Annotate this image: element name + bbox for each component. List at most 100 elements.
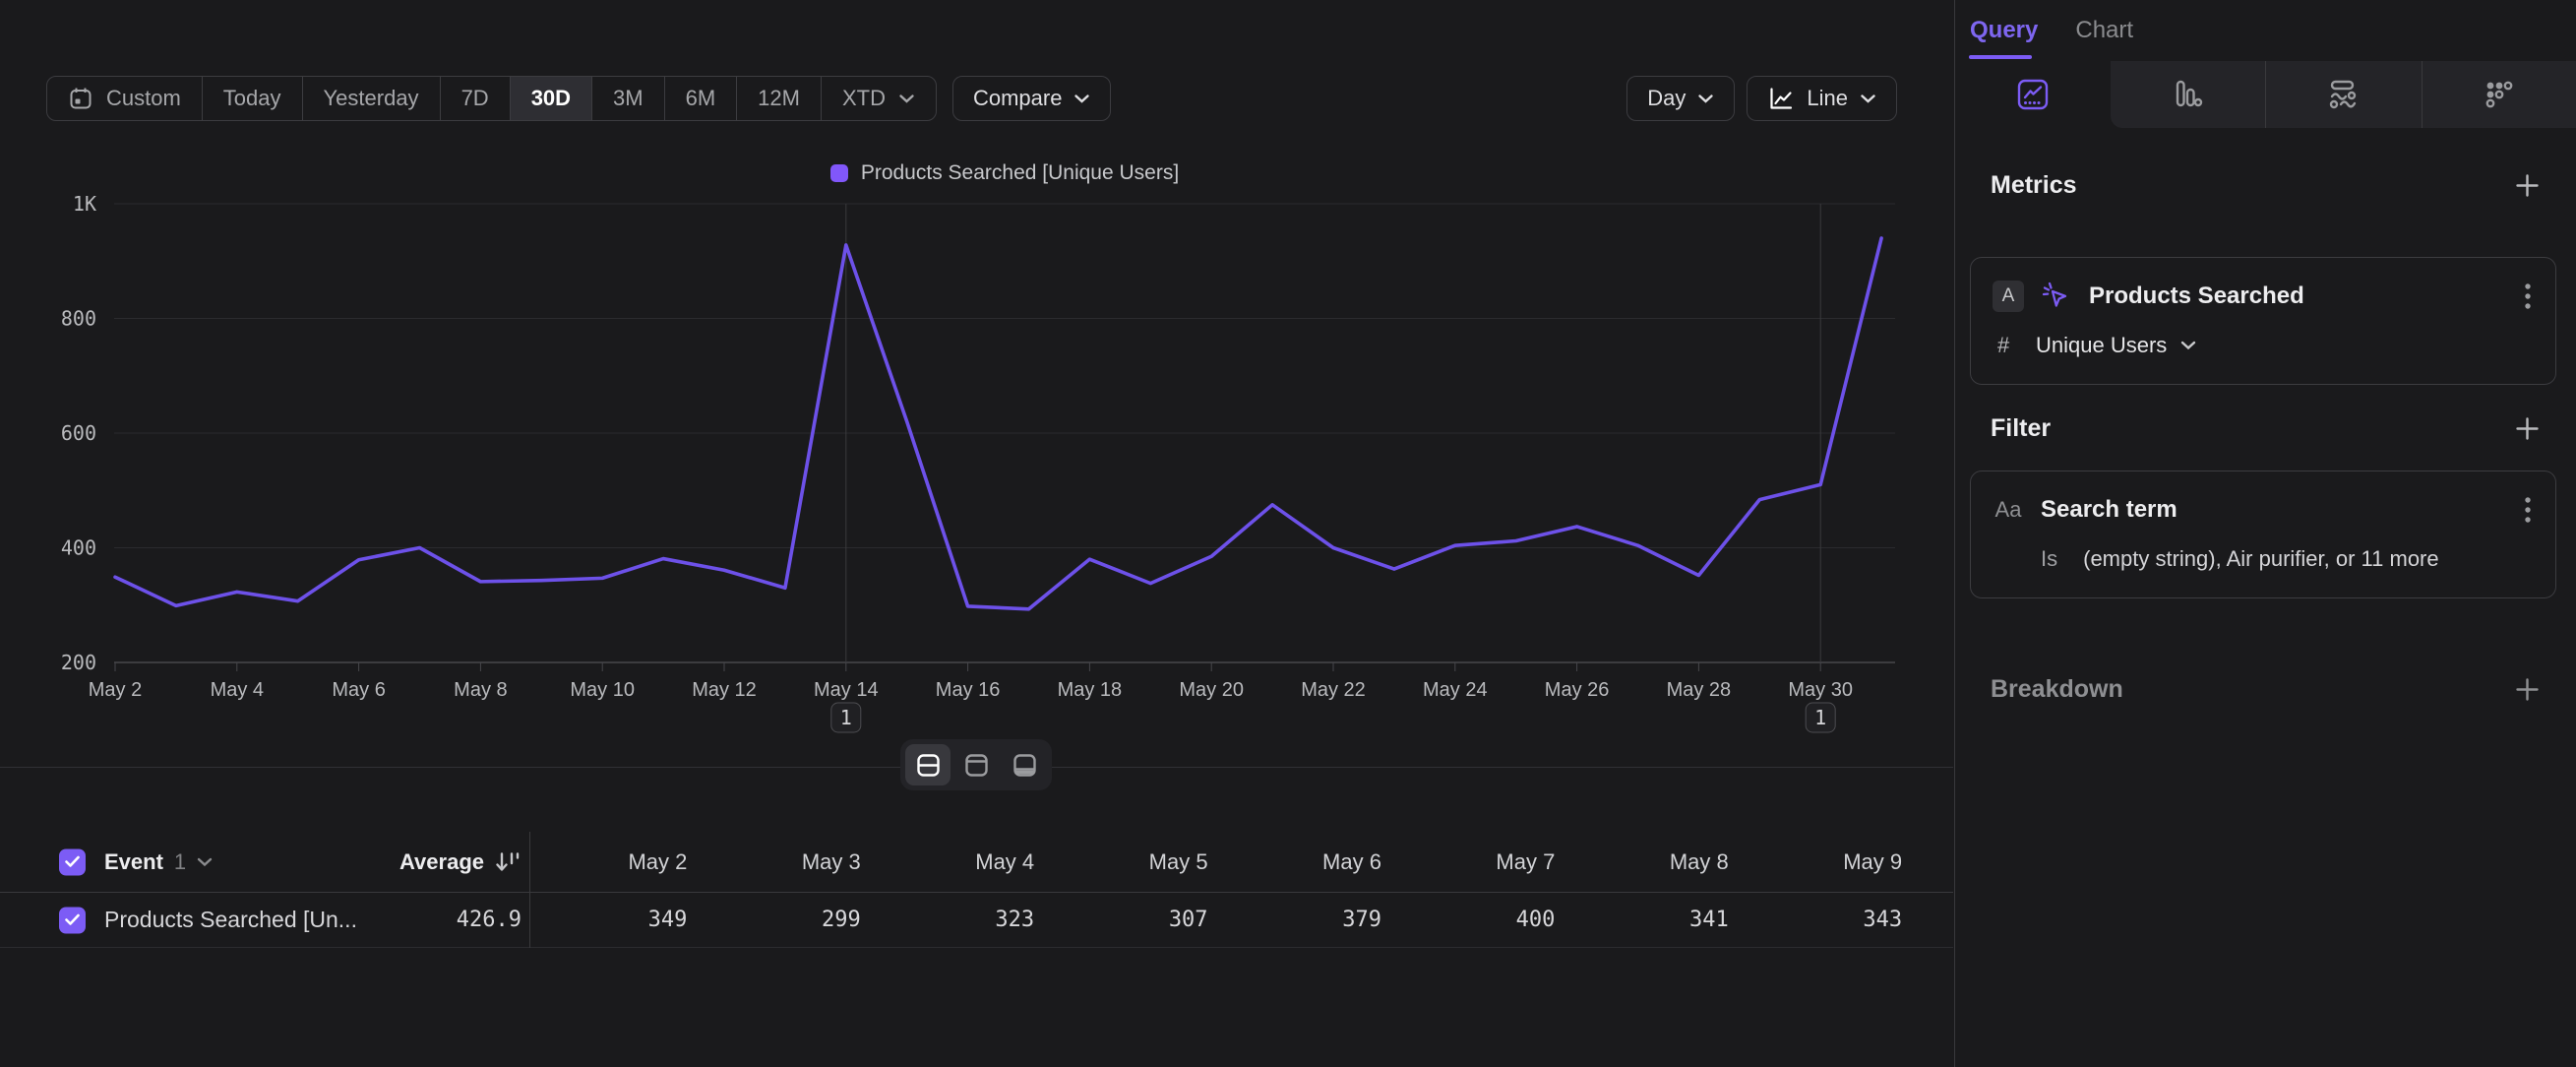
metric-card[interactable]: A Products Searched # Uniq	[1970, 257, 2556, 385]
x-axis-label: May 18	[1058, 679, 1123, 701]
add-breakdown-button[interactable]	[2514, 676, 2541, 703]
legend-label: Products Searched [Unique Users]	[860, 161, 1180, 184]
granularity-button[interactable]: Day	[1626, 76, 1736, 121]
y-axis-label: 400	[61, 536, 96, 560]
range-today[interactable]: Today	[203, 77, 303, 120]
y-axis-label: 800	[61, 307, 96, 331]
tab-retention[interactable]	[2421, 61, 2576, 128]
breakdown-table: Event 1 Average May 2	[0, 832, 1953, 948]
table-row[interactable]: Products Searched [Un... 426.9 349 299 3…	[0, 893, 1953, 948]
range-yesterday[interactable]: Yesterday	[303, 77, 441, 120]
column-header: May 7	[1496, 848, 1556, 874]
filter-card[interactable]: Aa Search term Is (empty string), Air pu…	[1970, 471, 2556, 598]
toolbar: Custom Today Yesterday 7D 30D 3M 6M 12M …	[46, 76, 1897, 121]
range-12m[interactable]: 12M	[737, 77, 822, 120]
report-type-tabs	[1955, 61, 2576, 128]
series-line[interactable]	[113, 236, 1883, 611]
table-header-row: Event 1 Average May 2	[0, 832, 1953, 893]
funnels-icon	[2171, 78, 2204, 111]
chevron-down-icon	[1073, 94, 1090, 104]
column-divider	[529, 832, 530, 948]
filter-property-name: Search term	[2041, 496, 2177, 523]
chevron-down-icon	[1697, 94, 1714, 104]
metric-letter-badge: A	[1993, 281, 2024, 312]
split-view-button[interactable]	[905, 744, 951, 785]
x-axis-label: May 10	[570, 679, 635, 701]
metric-menu-button[interactable]	[2522, 280, 2534, 313]
y-axis-label: 1K	[73, 192, 96, 216]
tab-flows[interactable]	[2265, 61, 2422, 128]
average-column-header[interactable]: Average	[335, 832, 521, 892]
x-axis-label: May 24	[1423, 679, 1488, 701]
aggregation-symbol: #	[1997, 333, 2010, 357]
range-6m[interactable]: 6M	[665, 77, 738, 120]
column-header: May 8	[1669, 848, 1729, 874]
event-click-icon	[2041, 281, 2072, 312]
tab-query[interactable]: Query	[1970, 17, 2039, 43]
chart-legend[interactable]: Products Searched [Unique Users]	[114, 161, 1895, 185]
average-value: 426.9	[456, 908, 521, 932]
event-selector-dropdown[interactable]: Event 1	[104, 832, 213, 892]
add-metric-button[interactable]	[2514, 172, 2541, 199]
range-30d[interactable]: 30D	[510, 77, 593, 120]
range-custom[interactable]: Custom	[47, 77, 203, 120]
metric-name: Products Searched	[2089, 282, 2304, 309]
x-axis-label: May 6	[332, 679, 385, 701]
range-3m[interactable]: 3M	[592, 77, 665, 120]
tab-insights[interactable]	[1955, 61, 2111, 128]
line-chart[interactable]: 1K 800 600 400 200 May 2 May 4 May 6 May 8 May 10…	[0, 0, 1953, 807]
string-property-badge: Aa	[1994, 497, 2022, 522]
calendar-icon	[68, 86, 93, 111]
cell-value: 379	[1342, 908, 1381, 932]
compare-button[interactable]: Compare	[951, 76, 1112, 121]
metrics-title: Metrics	[1991, 171, 2077, 199]
insights-icon	[2016, 78, 2050, 111]
x-axis-label: May 26	[1545, 679, 1610, 701]
metrics-section-header: Metrics	[1955, 171, 2576, 200]
annotation-badge[interactable]: 1	[1805, 702, 1836, 733]
range-xtd[interactable]: XTD	[822, 77, 936, 120]
sidebar-tabs: Query Chart	[1955, 0, 2576, 61]
aggregation-dropdown[interactable]: Unique Users	[2036, 333, 2196, 358]
report-main: Custom Today Yesterday 7D 30D 3M 6M 12M …	[0, 0, 1953, 948]
sort-icon	[494, 849, 521, 875]
filter-value[interactable]: (empty string), Air purifier, or 11 more	[2083, 546, 2439, 571]
range-7d[interactable]: 7D	[441, 77, 511, 120]
cell-value: 349	[647, 908, 688, 932]
filter-operator[interactable]: Is	[2041, 546, 2058, 571]
row-checkbox[interactable]	[59, 907, 86, 933]
add-filter-button[interactable]	[2514, 415, 2541, 442]
chevron-down-icon	[898, 94, 915, 104]
row-values: 349 299 323 307 379 400 341 343	[529, 893, 1918, 947]
chevron-down-icon	[1860, 94, 1876, 104]
tab-chart[interactable]: Chart	[2075, 17, 2134, 43]
x-axis-label: May 14	[814, 679, 879, 701]
tab-funnels[interactable]	[2110, 61, 2265, 128]
cell-value: 299	[822, 908, 861, 932]
column-header: May 6	[1322, 848, 1381, 874]
legend-swatch	[829, 164, 848, 182]
x-axis-label: May 22	[1301, 679, 1366, 701]
y-axis-label: 200	[61, 651, 96, 674]
column-header: May 9	[1843, 848, 1903, 874]
chart-bottom-view-button[interactable]	[1002, 744, 1047, 785]
chevron-down-icon	[2180, 341, 2196, 350]
date-range-selector: Custom Today Yesterday 7D 30D 3M 6M 12M …	[46, 76, 937, 121]
chart-type-button[interactable]: Line	[1747, 76, 1897, 121]
query-builder: Metrics A Products Searched	[1955, 128, 2576, 1067]
x-axis-label: May 12	[692, 679, 757, 701]
y-axis-label: 600	[61, 421, 96, 445]
annotation-badge[interactable]: 1	[830, 702, 862, 733]
x-axis-label: May 16	[936, 679, 1001, 701]
chevron-down-icon	[197, 857, 213, 867]
layout-toggle-group	[900, 739, 1052, 790]
active-tab-underline	[1969, 55, 2032, 59]
cell-value: 307	[1168, 908, 1208, 932]
chart-top-view-button[interactable]	[953, 744, 999, 785]
x-axis-label: May 20	[1179, 679, 1244, 701]
event-count: 1	[173, 848, 187, 874]
x-axis-label: May 28	[1667, 679, 1732, 701]
select-all-checkbox[interactable]	[59, 848, 86, 875]
cell-value: 341	[1688, 908, 1729, 932]
filter-menu-button[interactable]	[2522, 493, 2534, 527]
